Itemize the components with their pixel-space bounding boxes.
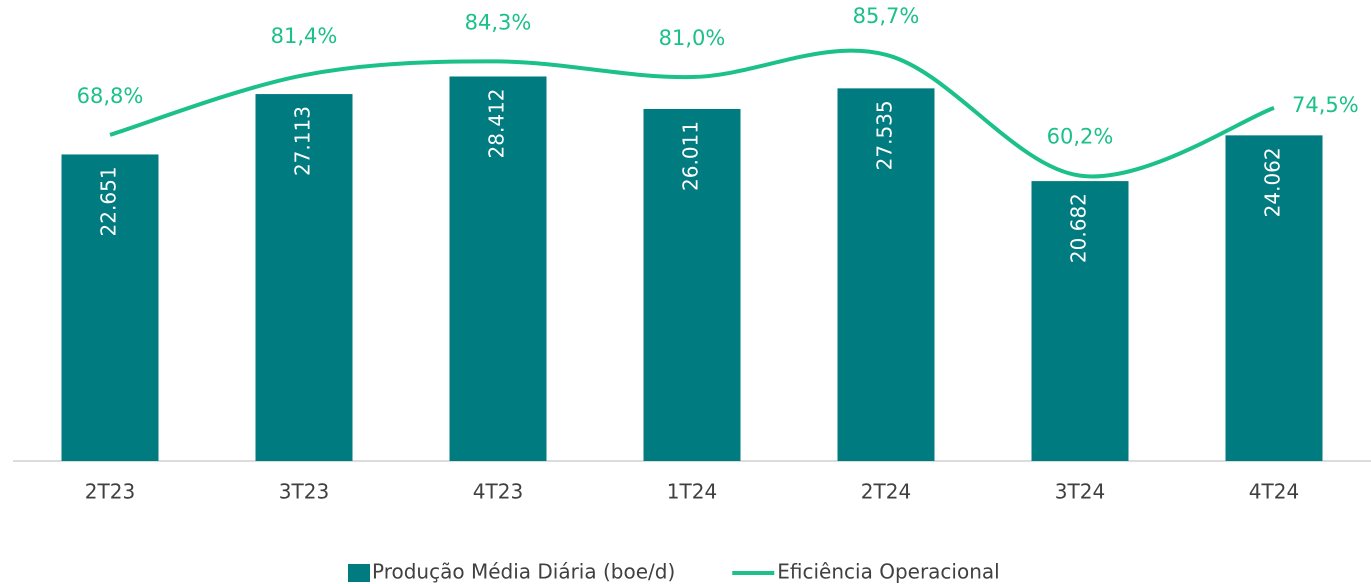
line [109,48,1275,179]
x-tick-label: 4T23 [473,480,523,504]
line-value-label: 81,4% [271,24,338,48]
x-tick-label: 3T24 [1055,480,1105,504]
line-value-label: 68,8% [77,84,144,108]
line-value-label: 85,7% [853,4,920,28]
bar [61,154,159,461]
x-tick-label: 1T24 [667,480,717,504]
legend-label: Eficiência Operacional [777,560,999,584]
bar-value-label: 28.412 [485,88,509,158]
bar [255,94,353,461]
x-tick-label: 2T23 [85,480,135,504]
legend-label: Produção Média Diária (boe/d) [372,560,675,584]
bar [449,76,547,461]
legend: Produção Média Diária (boe/d) Eficiência … [348,560,1000,584]
x-tick-label: 2T24 [861,480,911,504]
bar-value-label: 20.682 [1067,193,1091,263]
bar-value-label: 27.113 [291,106,315,176]
bar-value-label: 22.651 [97,166,121,236]
x-tick-label: 4T24 [1249,480,1299,504]
bar-value-label: 26.011 [679,121,703,191]
x-tick-label: 3T23 [279,480,329,504]
line-value-label: 74,5% [1292,93,1359,117]
bar-value-label: 24.062 [1261,147,1285,217]
bar [643,108,741,461]
line-value-label: 84,3% [465,10,532,34]
line-value-label: 81,0% [659,26,726,50]
line-value-label: 60,2% [1047,125,1114,149]
legend-swatch [348,564,370,582]
bar [1031,181,1129,461]
bar-value-label: 27.535 [873,100,897,170]
bar [1225,135,1323,461]
bar [837,88,935,461]
